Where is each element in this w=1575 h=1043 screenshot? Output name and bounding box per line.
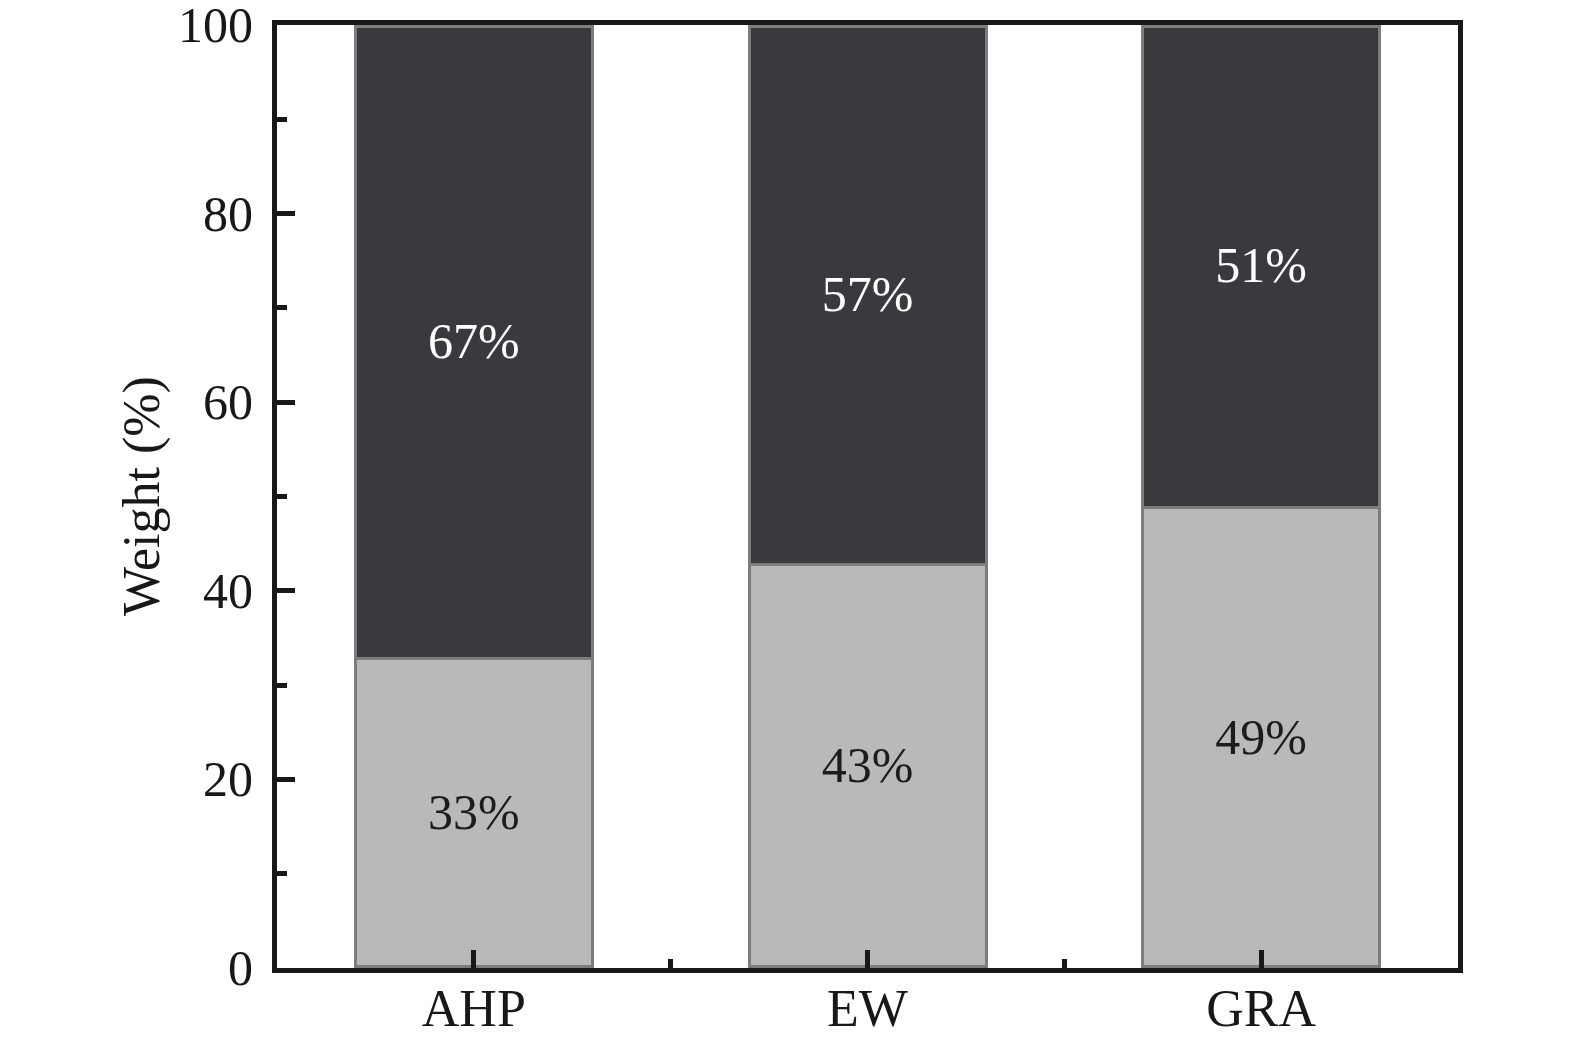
bar-value-label: 43% [822, 740, 914, 790]
y-minor-tick [277, 683, 287, 688]
x-category-label: EW [827, 980, 908, 1037]
x-minor-tick [668, 959, 673, 968]
y-minor-tick [277, 117, 287, 122]
y-major-tick [277, 777, 295, 782]
y-tick-label: 20 [0, 754, 253, 804]
y-tick-label: 40 [0, 566, 253, 616]
bar-value-label: 67% [428, 316, 520, 366]
y-tick-label: 80 [0, 189, 253, 239]
x-major-tick [865, 950, 870, 968]
y-major-tick [277, 211, 295, 216]
figure: Weight (%) 33%67%43%57%49%51% AHPEWGRA02… [0, 0, 1575, 1043]
x-category-label: AHP [422, 980, 526, 1037]
y-tick-label: 60 [0, 377, 253, 427]
y-tick-label: 0 [0, 943, 253, 993]
y-minor-tick [277, 494, 287, 499]
x-major-tick [471, 950, 476, 968]
x-category-label: GRA [1206, 980, 1316, 1037]
y-minor-tick [277, 871, 287, 876]
x-minor-tick [1062, 959, 1067, 968]
y-tick-label: 100 [0, 0, 253, 50]
bar-value-label: 51% [1215, 240, 1307, 290]
y-minor-tick [277, 305, 287, 310]
bar-value-label: 49% [1215, 712, 1307, 762]
bar-value-label: 57% [822, 269, 914, 319]
y-major-tick [277, 400, 295, 405]
plot-area: 33% 67% 43% 57% 49% 51% [277, 25, 1458, 968]
x-major-tick [1259, 950, 1264, 968]
bar-value-label: 33% [428, 787, 520, 837]
y-major-tick [277, 588, 295, 593]
